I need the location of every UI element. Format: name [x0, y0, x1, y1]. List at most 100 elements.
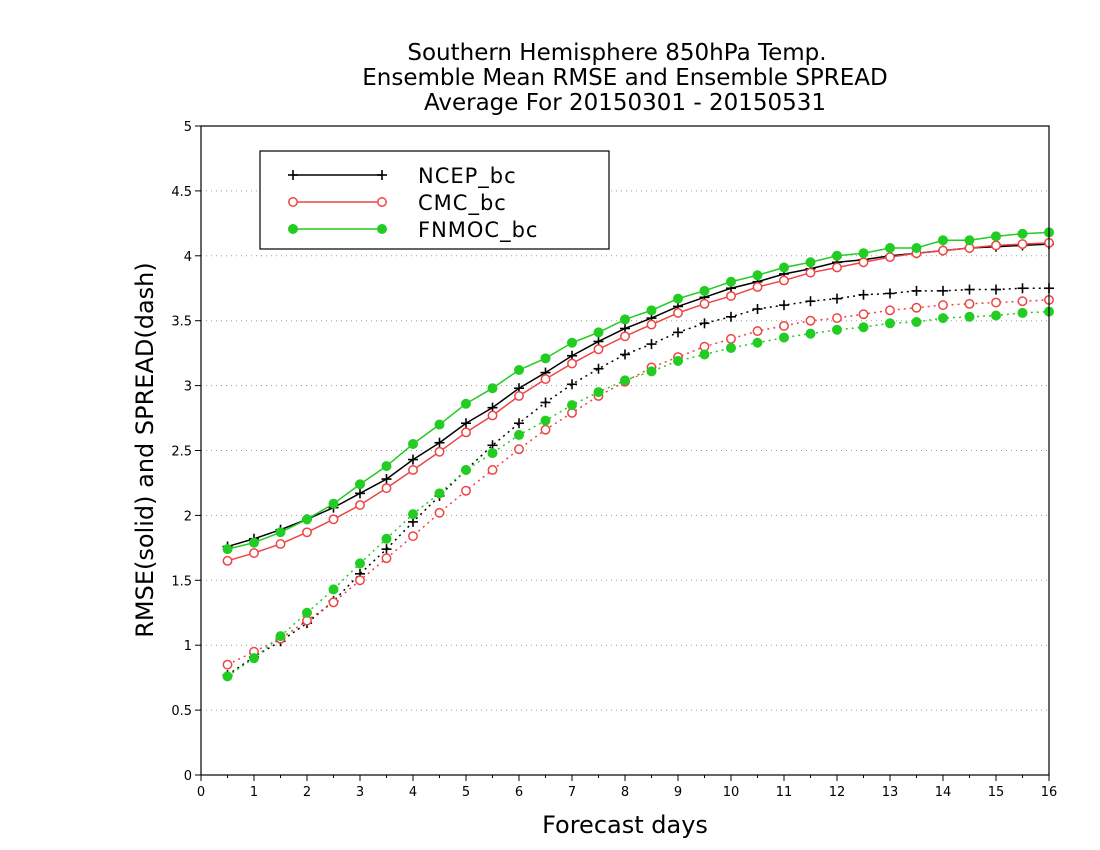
filled-circle-marker [354, 558, 365, 569]
y-tick-label: 4.5 [171, 185, 192, 200]
filled-circle-marker [805, 257, 816, 268]
filled-circle-marker [222, 671, 233, 682]
series-line-ncep-bc-rmse [227, 243, 1050, 548]
legend-entry: NCEP_bc [288, 164, 517, 189]
open-circle-marker [355, 500, 365, 510]
x-tick-label: 0 [197, 785, 205, 800]
title-line-1: Southern Hemisphere 850hPa Temp. [407, 40, 826, 66]
filled-circle-marker [673, 293, 684, 304]
filled-circle-marker [248, 653, 259, 664]
open-circle-marker [434, 446, 445, 457]
legend-box [259, 150, 610, 250]
x-tick-label: 16 [1041, 785, 1058, 800]
filled-circle-marker [832, 324, 843, 335]
filled-circle-marker [779, 262, 790, 273]
open-circle-marker [938, 245, 948, 256]
filled-circle-marker [275, 631, 286, 642]
filled-circle-marker [460, 398, 471, 409]
open-circle-marker [514, 391, 524, 401]
open-circle-marker [540, 424, 551, 435]
open-circle-marker [328, 597, 339, 608]
x-tick-label: 4 [409, 785, 417, 800]
open-circle-marker [377, 197, 387, 207]
x-tick-label: 7 [568, 785, 576, 800]
series-line-cmc-bc-spread [227, 299, 1050, 666]
plus-marker [540, 397, 551, 408]
plus-marker [567, 379, 577, 390]
filled-circle-marker [514, 429, 525, 440]
filled-circle-marker [991, 231, 1002, 242]
open-circle-marker [487, 410, 498, 421]
plus-marker [593, 363, 604, 374]
plus-marker [885, 288, 895, 299]
plus-marker [514, 418, 524, 429]
plus-marker [377, 170, 387, 180]
x-tick-label: 6 [515, 785, 523, 800]
filled-circle-marker [752, 337, 763, 348]
filled-circle-marker [301, 607, 312, 618]
legend-label: NCEP_bc [418, 164, 517, 189]
filled-circle-marker [991, 310, 1002, 321]
filled-circle-marker [301, 514, 312, 525]
plus-marker [858, 289, 869, 300]
series-line-fnmoc-bc-rmse [227, 231, 1050, 550]
legend-label: FNMOC_bc [418, 218, 538, 243]
plus-marker [699, 318, 710, 329]
open-circle-marker [514, 444, 524, 455]
open-circle-marker [832, 262, 842, 273]
filled-circle-marker [699, 349, 710, 360]
plus-marker [779, 300, 789, 311]
filled-circle-marker [699, 285, 710, 296]
plus-marker [434, 437, 445, 448]
filled-circle-marker [938, 313, 949, 324]
open-circle-marker [408, 465, 418, 475]
x-tick-label: 15 [988, 785, 1005, 800]
series-line-fnmoc-bc-spread [227, 310, 1050, 677]
open-circle-marker [381, 483, 392, 494]
plus-marker [752, 304, 763, 315]
filled-circle-marker [376, 223, 387, 234]
open-circle-marker [779, 275, 789, 286]
filled-circle-marker [275, 527, 286, 538]
plus-marker [991, 284, 1001, 295]
filled-circle-marker [248, 537, 259, 548]
x-tick-label: 1 [250, 785, 258, 800]
open-circle-marker [699, 298, 710, 309]
y-tick-label: 5 [184, 120, 192, 135]
filled-circle-marker [1017, 228, 1028, 239]
title-line-3: Average For 20150301 - 20150531 [424, 90, 826, 116]
open-circle-marker [805, 267, 816, 278]
filled-circle-marker [779, 332, 790, 343]
filled-circle-marker [434, 488, 445, 499]
plus-marker [288, 170, 298, 180]
open-circle-marker [858, 257, 869, 268]
series-ncep-bc-spread [222, 283, 1054, 681]
filled-circle-marker [567, 400, 578, 411]
open-circle-marker [593, 344, 604, 355]
y-tick-label: 3 [184, 380, 192, 395]
filled-circle-marker [858, 248, 869, 259]
filled-circle-marker [381, 533, 392, 544]
legend-entry: CMC_bc [288, 191, 506, 216]
x-tick-label: 3 [356, 785, 364, 800]
filled-circle-marker [620, 314, 631, 325]
plus-marker [726, 311, 736, 322]
open-circle-marker [487, 465, 498, 475]
filled-circle-marker [1017, 307, 1028, 318]
filled-circle-marker [381, 461, 392, 472]
open-circle-marker [328, 514, 339, 525]
y-tick-label: 2 [184, 509, 192, 524]
x-axis-label: Forecast days [542, 811, 708, 839]
open-circle-marker [461, 427, 471, 438]
open-circle-marker [805, 315, 816, 326]
x-tick-label: 11 [776, 785, 793, 800]
series-cmc-bc-spread [222, 294, 1054, 670]
open-circle-marker [964, 298, 975, 309]
open-circle-marker [885, 252, 895, 263]
y-tick-label: 2.5 [171, 445, 192, 460]
series-fnmoc-bc-spread [222, 306, 1055, 682]
filled-circle-marker [487, 383, 498, 394]
grid [201, 190, 1049, 711]
y-tick-label: 1 [184, 639, 192, 654]
filled-circle-marker [540, 415, 551, 426]
